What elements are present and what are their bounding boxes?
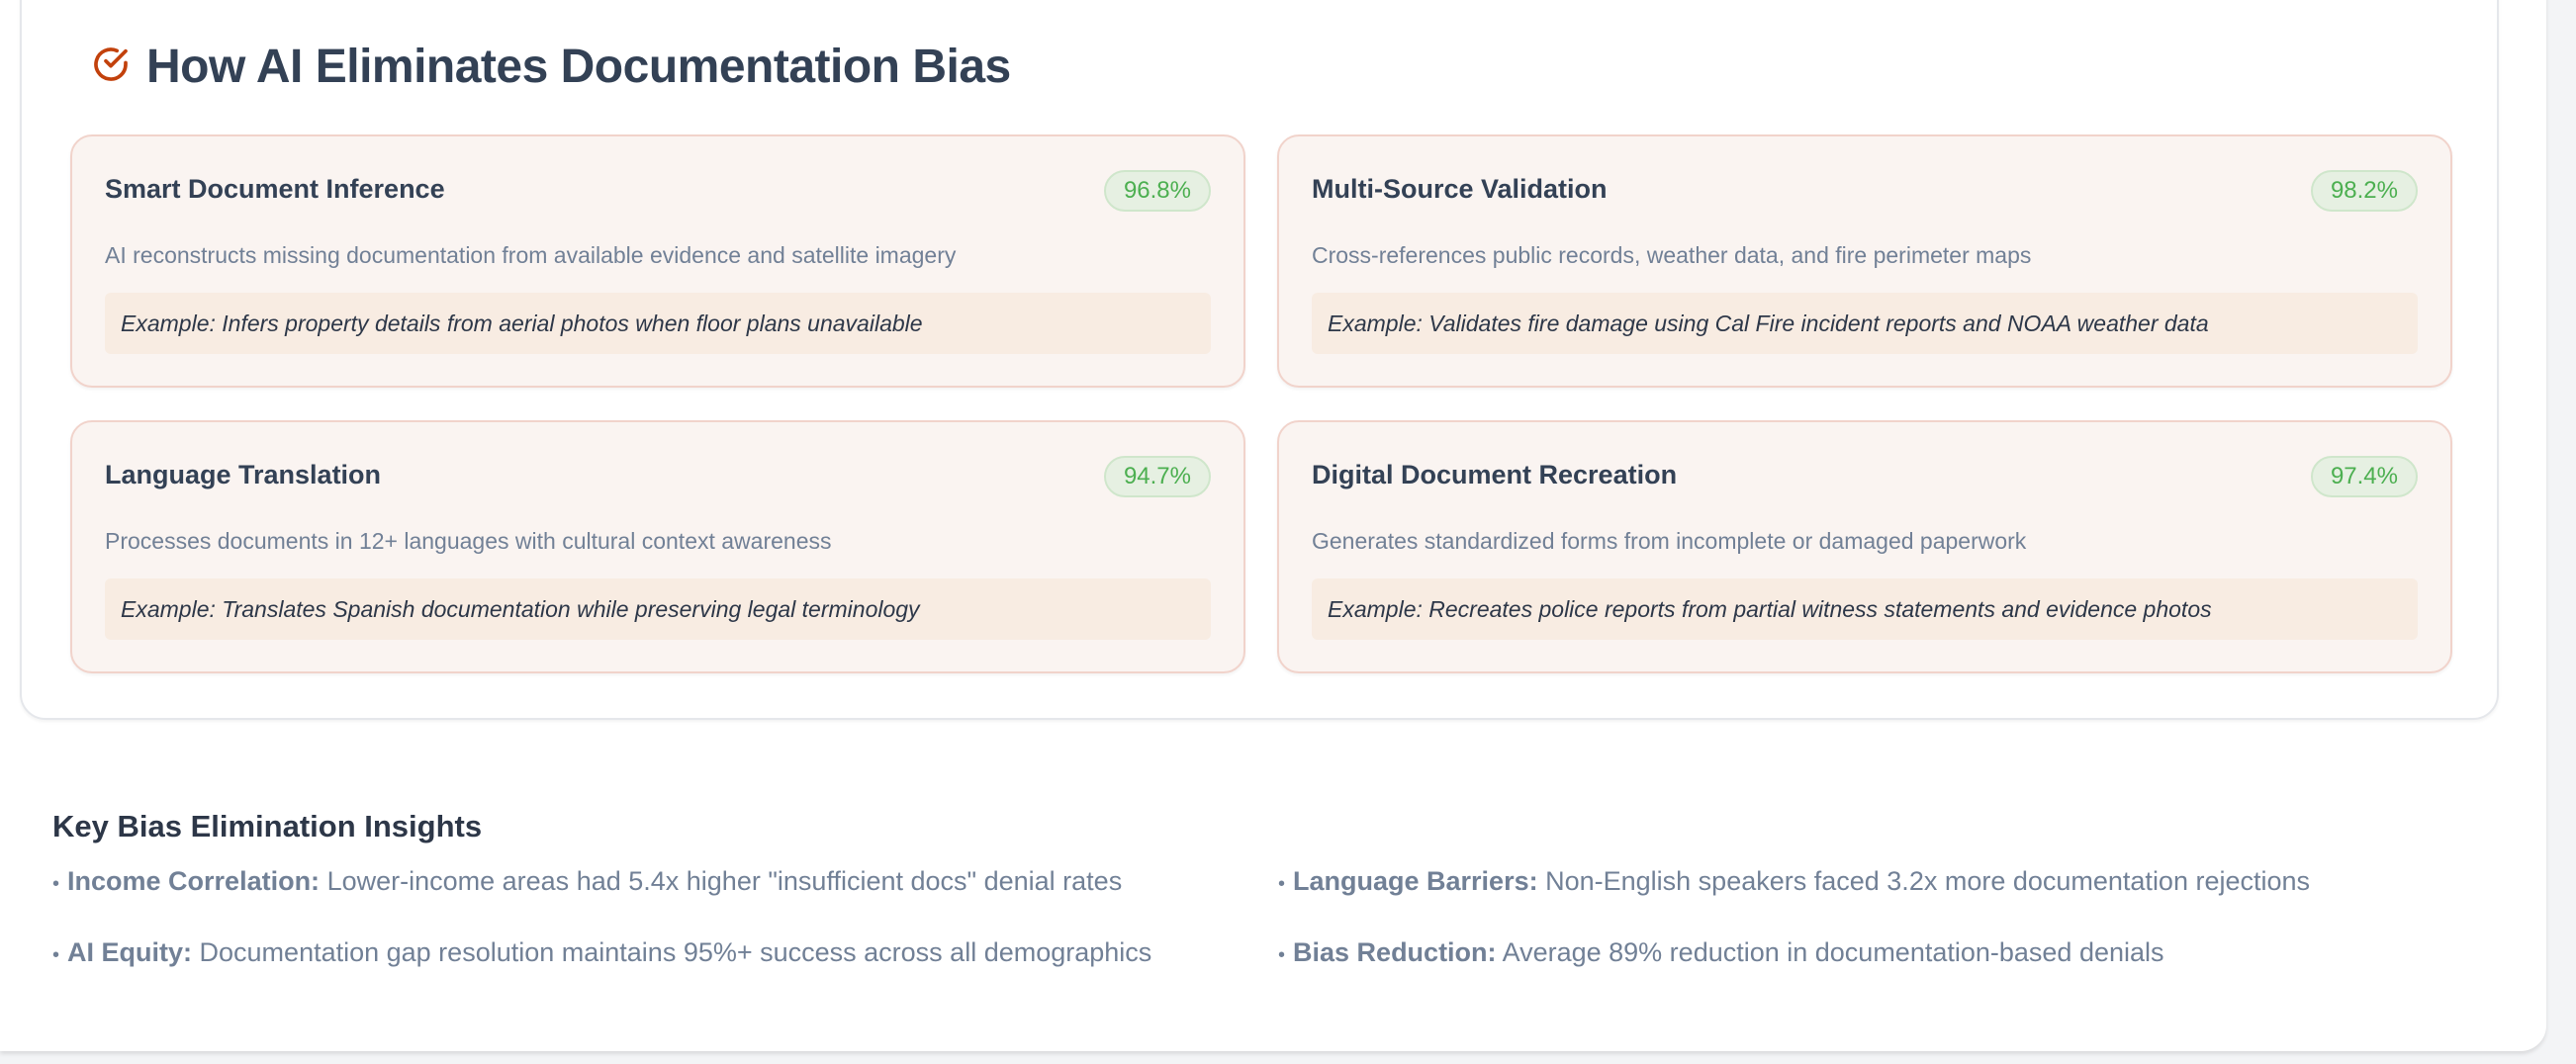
card-example: Example: Recreates police reports from p… — [1312, 578, 2418, 640]
insight-bias-reduction: • Bias Reduction: Average 89% reduction i… — [1278, 937, 2164, 968]
insight-label: Language Barriers: — [1293, 866, 1538, 896]
bullet-icon: • — [52, 873, 60, 895]
card-description: Cross-references public records, weather… — [1312, 242, 2032, 268]
card-example: Example: Infers property details from ae… — [105, 293, 1211, 354]
accuracy-badge: 97.4% — [2310, 456, 2418, 497]
card-title: Multi-Source Validation — [1312, 174, 1608, 204]
card-title: Digital Document Recreation — [1312, 460, 1678, 489]
card-digital-document-recreation: Digital Document Recreation 97.4% Genera… — [1277, 420, 2452, 673]
card-title: Smart Document Inference — [105, 174, 445, 204]
card-multi-source-validation: Multi-Source Validation 98.2% Cross-refe… — [1277, 134, 2452, 388]
insight-income-correlation: • Income Correlation: Lower-income areas … — [52, 866, 1122, 897]
card-example: Example: Validates fire damage using Cal… — [1312, 293, 2418, 354]
insight-text: Documentation gap resolution maintains 9… — [199, 937, 1152, 967]
insight-language-barriers: • Language Barriers: Non-English speakers… — [1278, 866, 2310, 897]
card-description: Processes documents in 12+ languages wit… — [105, 528, 832, 554]
insight-ai-equity: • AI Equity: Documentation gap resolution… — [52, 937, 1151, 968]
card-language-translation: Language Translation 94.7% Processes doc… — [70, 420, 1245, 673]
insights-title: Key Bias Elimination Insights — [52, 809, 483, 843]
card-smart-document-inference: Smart Document Inference 96.8% AI recons… — [70, 134, 1245, 388]
accuracy-badge: 94.7% — [1103, 456, 1211, 497]
accuracy-badge: 96.8% — [1103, 170, 1211, 212]
card-title: Language Translation — [105, 460, 382, 489]
insight-label: Income Correlation: — [67, 866, 321, 896]
insight-text: Non-English speakers faced 3.2x more doc… — [1545, 866, 2311, 896]
card-description: AI reconstructs missing documentation fr… — [105, 242, 957, 268]
insight-text: Lower-income areas had 5.4x higher "insu… — [326, 866, 1123, 896]
insight-label: Bias Reduction: — [1293, 937, 1497, 967]
card-description: Generates standardized forms from incomp… — [1312, 528, 2027, 554]
check-circle-icon — [91, 44, 131, 89]
insight-text: Average 89% reduction in documentation-b… — [1502, 937, 2164, 967]
bullet-icon: • — [1278, 873, 1286, 895]
section-header: How AI Eliminates Documentation Bias — [91, 40, 1011, 94]
bullet-icon: • — [1278, 944, 1286, 966]
section-title: How AI Eliminates Documentation Bias — [146, 41, 1011, 93]
card-example: Example: Translates Spanish documentatio… — [105, 578, 1211, 640]
accuracy-badge: 98.2% — [2310, 170, 2418, 212]
insight-label: AI Equity: — [67, 937, 193, 967]
bullet-icon: • — [52, 944, 60, 966]
